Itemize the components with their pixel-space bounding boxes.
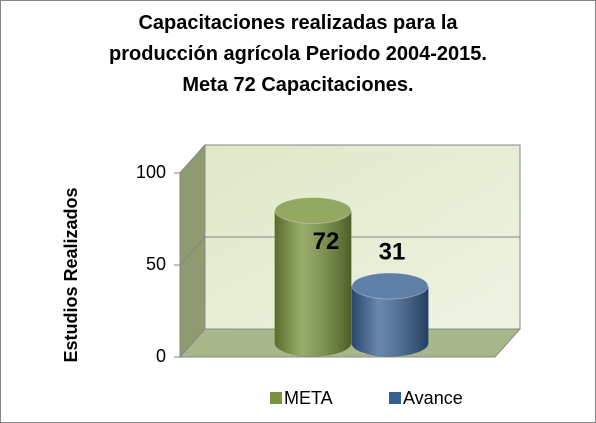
y-tick-label: 0 <box>156 346 166 366</box>
grid-line <box>179 144 520 174</box>
data-label: 72 <box>313 228 340 255</box>
chart-title: Capacitaciones realizadas para la produc… <box>109 12 487 96</box>
cylinder-top <box>274 197 352 225</box>
y-tick-label: 100 <box>136 162 166 182</box>
grid-line <box>179 236 520 266</box>
legend-swatch <box>270 392 282 404</box>
cylinder-top-shine <box>352 272 428 299</box>
legend-label: META <box>284 388 333 408</box>
cylinder-top-shine <box>275 197 351 224</box>
cylinder-top <box>351 272 429 300</box>
legend-swatch <box>389 392 401 404</box>
cylinder-shade <box>352 285 428 356</box>
y-tick-label: 50 <box>146 254 166 274</box>
data-label: 31 <box>379 238 406 265</box>
y-axis-label: Estudios Realizados <box>61 187 81 362</box>
legend-label: Avance <box>403 388 463 408</box>
cylinder-shade <box>275 210 351 356</box>
